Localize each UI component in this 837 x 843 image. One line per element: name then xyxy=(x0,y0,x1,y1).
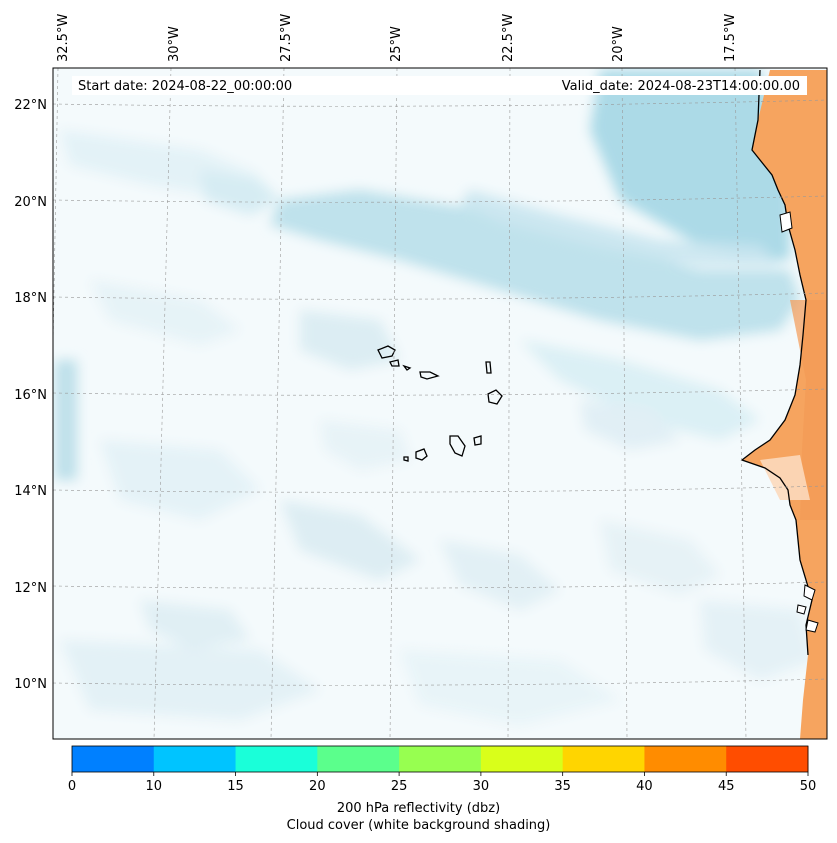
lon-label: 17.5°W xyxy=(723,14,738,62)
colorbar-swatch xyxy=(153,746,237,772)
lat-label: 10°N xyxy=(14,677,47,692)
colorbar-swatch xyxy=(317,746,400,772)
island-sao-nicolau xyxy=(419,371,440,380)
colorbar-label: 200 hPa reflectivity (dbz) xyxy=(336,801,501,816)
coastline xyxy=(740,69,813,656)
lon-label: 32.5°W xyxy=(56,14,71,62)
lon-label: 22.5°W xyxy=(501,14,516,62)
colorbar-swatch xyxy=(726,746,809,772)
cloud-cover-shading xyxy=(53,68,827,739)
colorbar-tick-label: 20 xyxy=(309,779,326,794)
colorbar-swatch xyxy=(235,746,318,772)
map-panel: Start date: 2024-08-22_00:00:00 Valid_da… xyxy=(14,14,828,740)
island-boa-vista xyxy=(487,389,503,405)
colorbar-swatch xyxy=(72,746,155,772)
longitude-labels: 32.5°W 30°W 27.5°W 25°W 22.5°W 20°W 17.5… xyxy=(56,14,738,62)
colorbar-tick-label: 50 xyxy=(800,779,817,794)
colorbar-swatch xyxy=(644,746,727,772)
colorbar-swatches xyxy=(72,746,809,772)
colorbar-tick-label: 25 xyxy=(391,779,408,794)
island-maio xyxy=(473,435,482,446)
colorbar-tick-label: 30 xyxy=(473,779,490,794)
colorbar-tick-label: 40 xyxy=(636,779,653,794)
valid-date-label: Valid_date: 2024-08-23T14:00:00.00 xyxy=(562,79,800,94)
graticule xyxy=(53,68,827,739)
latitude-labels: 22°N 20°N 18°N 16°N 14°N 12°N 10°N xyxy=(14,98,47,692)
start-date-label: Start date: 2024-08-22_00:00:00 xyxy=(78,79,292,94)
colorbar-tick-label: 35 xyxy=(554,779,571,794)
lon-label: 27.5°W xyxy=(279,14,294,62)
lat-label: 22°N xyxy=(14,98,47,113)
colorbar-swatch xyxy=(562,746,645,772)
cape-verde-islands xyxy=(377,345,503,462)
lat-label: 12°N xyxy=(14,581,47,596)
island-sao-vicente xyxy=(389,359,400,367)
colorbar-tick-label: 45 xyxy=(718,779,735,794)
island-brava xyxy=(403,456,409,462)
colorbar-frame xyxy=(71,745,809,773)
colorbar-swatch xyxy=(399,746,482,772)
colorbar-ticks: 0 10 15 20 25 30 35 40 45 50 xyxy=(68,772,816,794)
map-frame xyxy=(52,67,828,740)
lon-label: 30°W xyxy=(167,26,182,62)
colorbar-tick-label: 0 xyxy=(68,779,76,794)
colorbar-tick-label: 10 xyxy=(146,779,163,794)
lat-label: 14°N xyxy=(14,484,47,499)
lat-label: 20°N xyxy=(14,195,47,210)
colorbar-tick-label: 15 xyxy=(227,779,244,794)
lon-label: 20°W xyxy=(611,26,626,62)
lat-label: 16°N xyxy=(14,388,47,403)
island-sal xyxy=(485,361,492,374)
lat-label: 18°N xyxy=(14,291,47,306)
island-santa-luzia xyxy=(402,364,412,371)
island-santiago xyxy=(449,435,466,457)
africa-land xyxy=(740,69,827,739)
lon-label: 25°W xyxy=(389,26,404,62)
africa-landmass xyxy=(742,70,827,739)
date-header-box xyxy=(72,76,807,95)
island-santo-antao xyxy=(377,345,396,359)
island-fogo xyxy=(415,448,428,461)
colorbar: 0 10 15 20 25 30 35 40 45 50 xyxy=(68,745,816,794)
colorbar-swatch xyxy=(480,746,564,772)
colorbar-sublabel: Cloud cover (white background shading) xyxy=(286,818,551,833)
